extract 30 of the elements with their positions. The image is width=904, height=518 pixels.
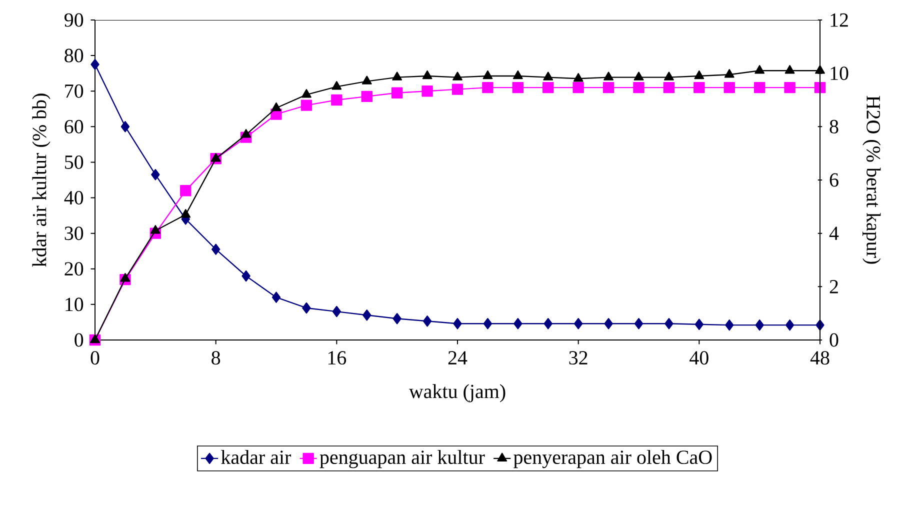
y2-tick-label: 8 — [830, 120, 838, 134]
x-tick-label: 16 — [328, 351, 346, 365]
y2-tick-label: 2 — [830, 280, 838, 294]
y2-axis-title: H2O (% berat kapur) — [862, 96, 881, 264]
y-tick-label: 0 — [74, 333, 84, 347]
legend-label: kadar air — [221, 450, 292, 464]
x-tick-label: 32 — [569, 351, 588, 365]
y-tick-label: 30 — [64, 226, 84, 240]
x-tick-label: 8 — [212, 351, 220, 365]
x-tick-label: 48 — [810, 351, 830, 365]
y2-tick-label: 0 — [830, 333, 838, 347]
y-tick-label: 40 — [64, 191, 84, 205]
y2-tick-label: 10 — [830, 66, 848, 80]
x-tick-label: 24 — [448, 351, 468, 364]
x-axis-title: waktu (jam) — [408, 384, 506, 402]
y-tick-label: 10 — [66, 298, 84, 312]
legend-label: penyerapan air oleh CaO — [514, 450, 712, 468]
x-tick-label: 0 — [90, 351, 100, 365]
legend-label: penguapan air kultur — [320, 450, 485, 468]
y-tick-label: 20 — [64, 262, 84, 276]
y2-tick-label: 6 — [830, 173, 838, 187]
y-tick-label: 70 — [65, 84, 84, 98]
x-tick-label: 40 — [690, 351, 708, 365]
y-tick-label: 90 — [64, 13, 84, 27]
y2-tick-label: 4 — [829, 226, 839, 240]
y-axis-title: kdar air kultur (% bb) — [32, 94, 50, 267]
y2-tick-label: 12 — [830, 13, 848, 27]
y-tick-label: 50 — [65, 155, 84, 169]
y-tick-label: 80 — [64, 48, 84, 62]
y-tick-label: 60 — [64, 120, 84, 134]
